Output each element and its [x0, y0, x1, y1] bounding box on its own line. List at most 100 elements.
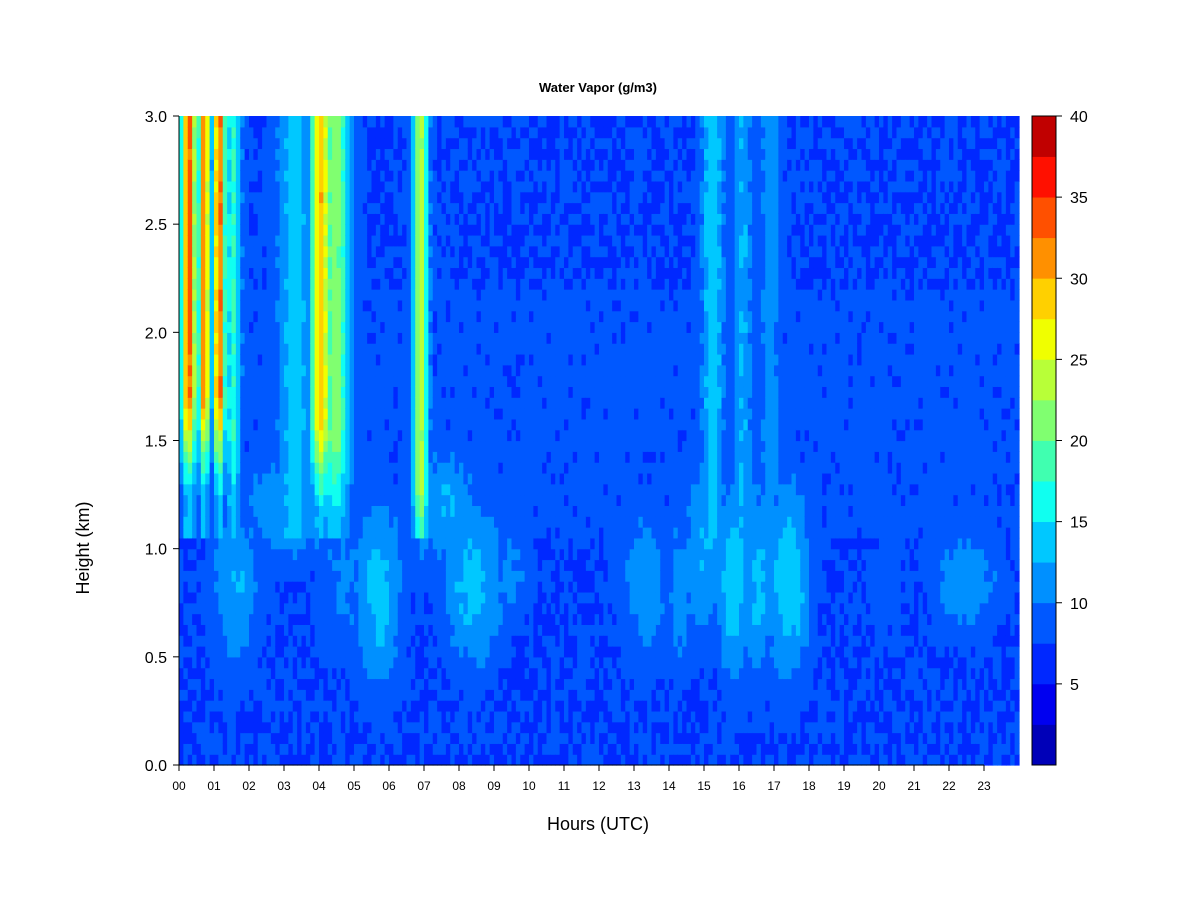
heatmap-cell: [319, 126, 324, 139]
heatmap-cell: [340, 646, 346, 658]
heatmap-cell: [419, 213, 425, 225]
heatmap-cell: [520, 299, 526, 312]
heatmap-cell: [240, 527, 246, 539]
heatmap-cell: [480, 299, 486, 312]
heatmap-cell: [371, 721, 377, 734]
heatmap-cell: [463, 180, 469, 193]
heatmap-cell: [511, 635, 517, 647]
heatmap-cell: [340, 721, 346, 734]
heatmap-cell: [480, 689, 486, 701]
heatmap-cell: [214, 429, 219, 442]
heatmap-cell: [463, 148, 469, 160]
heatmap-cell: [441, 505, 447, 517]
heatmap-cell: [301, 332, 307, 344]
heatmap-cell: [511, 213, 517, 225]
heatmap-cell: [419, 667, 425, 680]
heatmap-cell: [476, 440, 482, 452]
heatmap-cell: [367, 386, 373, 398]
heatmap-cell: [498, 278, 504, 290]
heatmap-cell: [507, 570, 513, 582]
heatmap-cell: [297, 613, 303, 625]
heatmap-cell: [393, 494, 399, 506]
heatmap-cell: [336, 364, 342, 377]
heatmap-cell: [319, 116, 324, 128]
heatmap-cell: [257, 418, 263, 431]
heatmap-cell: [389, 299, 394, 312]
heatmap-cell: [240, 364, 246, 377]
heatmap-cell: [332, 527, 338, 539]
heatmap-cell: [467, 116, 473, 128]
heatmap-cell: [389, 548, 394, 561]
heatmap-cell: [463, 624, 469, 636]
heatmap-cell: [397, 559, 403, 571]
heatmap-cell: [301, 635, 307, 647]
heatmap-cell: [424, 548, 429, 561]
heatmap-cell: [498, 732, 504, 744]
heatmap-cell: [323, 581, 329, 593]
heatmap-cell: [472, 656, 478, 669]
heatmap-cell: [415, 710, 421, 723]
heatmap-cell: [336, 126, 342, 139]
heatmap-cell: [288, 299, 294, 312]
heatmap-cell: [402, 440, 408, 452]
heatmap-cell: [270, 364, 276, 377]
heatmap-cell: [275, 170, 281, 182]
heatmap-cell: [354, 234, 359, 247]
heatmap-cell: [445, 743, 451, 755]
heatmap-cell: [419, 613, 425, 625]
heatmap-cell: [292, 591, 298, 604]
heatmap-cell: [480, 570, 486, 582]
heatmap-cell: [305, 343, 311, 355]
heatmap-cell: [533, 429, 539, 442]
heatmap-cell: [279, 537, 285, 550]
heatmap-cell: [537, 332, 543, 344]
heatmap-cell: [375, 559, 381, 571]
heatmap-cell: [196, 332, 202, 344]
heatmap-cell: [205, 656, 211, 669]
heatmap-cell: [235, 191, 241, 204]
heatmap-cell: [179, 483, 184, 496]
heatmap-cell: [441, 116, 447, 128]
heatmap-cell: [284, 635, 289, 647]
heatmap-cell: [345, 505, 351, 517]
heatmap-cell: [349, 732, 355, 744]
heatmap-cell: [288, 408, 294, 420]
heatmap-cell: [214, 159, 219, 171]
heatmap-cell: [253, 170, 259, 182]
heatmap-cell: [489, 451, 495, 463]
heatmap-cell: [362, 234, 368, 247]
heatmap-cell: [432, 472, 438, 485]
heatmap-cell: [380, 570, 386, 582]
heatmap-cell: [537, 646, 543, 658]
heatmap-cell: [489, 721, 495, 734]
heatmap-cell: [200, 581, 206, 593]
heatmap-cell: [179, 429, 184, 442]
heatmap-cell: [489, 137, 495, 150]
heatmap-cell: [415, 397, 421, 409]
heatmap-cell: [507, 710, 513, 723]
heatmap-cell: [371, 635, 377, 647]
heatmap-cell: [222, 440, 228, 452]
heatmap-cell: [240, 635, 246, 647]
heatmap-cell: [406, 224, 412, 236]
heatmap-cell: [218, 343, 224, 355]
heatmap-cell: [410, 559, 416, 571]
heatmap-cell: [292, 202, 298, 214]
heatmap-cell: [375, 343, 381, 355]
heatmap-cell: [445, 245, 451, 258]
heatmap-cell: [415, 754, 421, 766]
heatmap-cell: [319, 646, 324, 658]
heatmap-cell: [454, 299, 460, 312]
heatmap-cell: [375, 646, 381, 658]
heatmap-cell: [332, 375, 338, 388]
heatmap-cell: [358, 126, 364, 139]
heatmap-cell: [270, 245, 276, 258]
heatmap-cell: [533, 375, 539, 388]
heatmap-cell: [257, 137, 263, 150]
heatmap-cell: [489, 310, 495, 323]
heatmap-cell: [187, 191, 193, 204]
heatmap-cell: [406, 646, 412, 658]
heatmap-cell: [187, 202, 193, 214]
heatmap-cell: [222, 137, 228, 150]
heatmap-cell: [472, 721, 478, 734]
